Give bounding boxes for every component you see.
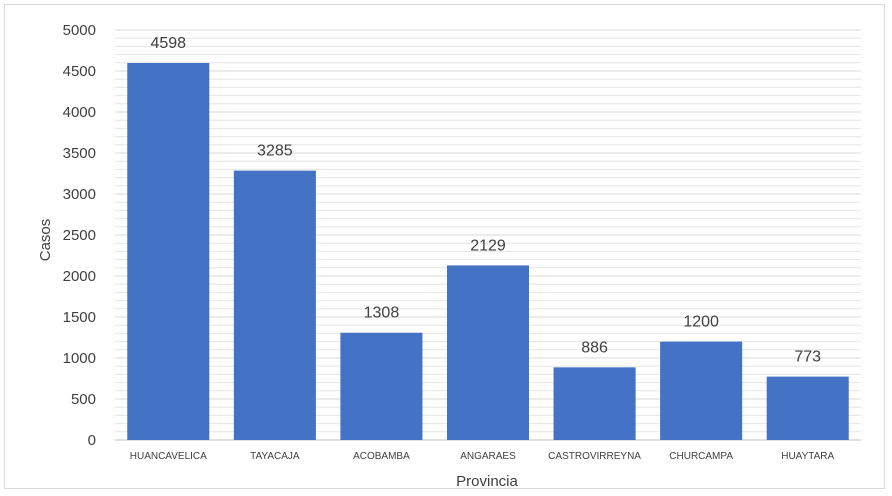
data-label: 773: [794, 349, 821, 366]
x-category-label: ACOBAMBA: [353, 451, 410, 462]
y-tick-label: 5000: [63, 22, 96, 39]
y-tick-label: 2000: [63, 268, 96, 285]
bar: [127, 62, 210, 441]
x-category-label: ANGARAES: [460, 451, 516, 462]
x-category-label: CASTROVIRREYNA: [548, 451, 641, 462]
bar: [233, 170, 316, 440]
data-label: 3285: [257, 143, 293, 160]
x-category-label: TAYACAJA: [250, 451, 300, 462]
bar: [660, 341, 743, 440]
y-tick-label: 500: [71, 391, 96, 408]
bar: [446, 265, 530, 440]
bars: [127, 62, 849, 441]
data-label: 886: [581, 339, 608, 356]
bar: [340, 332, 423, 440]
y-tick-label: 4500: [63, 63, 96, 80]
y-tick-label: 4000: [63, 104, 96, 121]
y-tick-label: 1500: [63, 309, 96, 326]
y-tick-label: 2500: [63, 227, 96, 244]
bar: [766, 376, 849, 440]
x-category-label: HUANCAVELICA: [130, 451, 207, 462]
x-category-label: HUAYTARA: [781, 451, 834, 462]
y-tick-label: 0: [88, 432, 96, 449]
data-label: 2129: [470, 237, 506, 254]
x-category-label: CHURCAMPA: [669, 451, 733, 462]
data-label: 1308: [364, 305, 400, 322]
x-category-labels: HUANCAVELICA TAYACAJA ACOBAMBA ANGARAES CAST…: [130, 451, 835, 462]
data-label: 4598: [150, 35, 186, 52]
bar: [553, 367, 636, 440]
data-label: 1200: [683, 314, 719, 331]
x-axis-title: Provincia: [456, 473, 518, 490]
y-axis-title: Casos: [37, 219, 54, 262]
y-tick-label: 3500: [63, 145, 96, 162]
y-tick-labels: 0 500 1000 1500 2000 2500 3000 3500 4000 4500 5000: [63, 22, 96, 449]
data-labels: 4598 3285 1308 2129 886 1200 773: [150, 35, 821, 366]
y-tick-label: 3000: [63, 186, 96, 203]
y-tick-label: 1000: [63, 350, 96, 367]
